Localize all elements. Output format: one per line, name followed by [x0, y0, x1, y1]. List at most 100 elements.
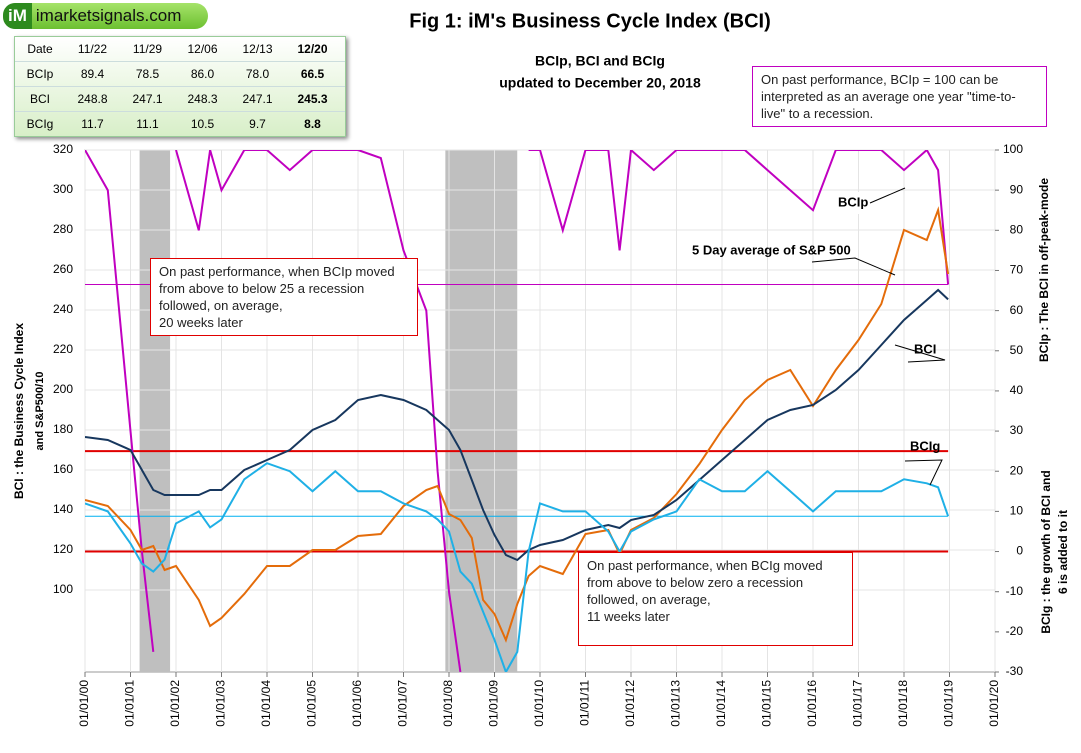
note: On past performance, when BCIp moved from…: [150, 258, 418, 336]
table-cell: 245.3: [297, 92, 328, 106]
table-cell: 11.7: [81, 117, 104, 131]
logo-text: imarketsignals.com: [35, 6, 182, 25]
summary-table: Date 11/22 11/29 12/06 12/13 12/20 BCIp 89.4 78.…: [14, 36, 346, 137]
table-cell: 247.1: [132, 92, 163, 106]
y-tick-label: 300: [53, 182, 73, 196]
x-tick-label: 01/01/04: [259, 680, 273, 727]
x-tick-label: 01/01/15: [760, 680, 774, 727]
series-line: [175, 150, 462, 672]
y2-axis-label: BCIp : The BCI in off-peak-mode: [1037, 178, 1051, 362]
subtitle: updated to December 20, 2018: [499, 75, 701, 91]
background-layer: [84, 149, 996, 672]
table-cell: 8.8: [304, 117, 321, 131]
series-line: [85, 206, 950, 643]
table-cell: 78.5: [135, 67, 160, 81]
y-tick-label: 160: [53, 462, 73, 476]
x-tick-label: 01/01/05: [305, 680, 319, 727]
x-tick-label: 01/01/16: [805, 680, 819, 727]
y2-tick-label: 30: [1010, 423, 1024, 437]
pointer: [869, 187, 906, 204]
y-tick-label: 220: [53, 342, 73, 356]
note-line: 11 weeks later: [587, 609, 670, 624]
table-cell: 11.1: [136, 117, 159, 131]
y2-tick-label: 50: [1010, 343, 1024, 357]
y2-tick-label: 40: [1010, 383, 1024, 397]
x-tick-label: 01/01/06: [350, 680, 364, 727]
series-line: [528, 150, 950, 285]
y-tick-label: 140: [53, 502, 73, 516]
note-line: from above to below 25 a recession: [159, 281, 365, 296]
note-line: from above to below zero a recession: [587, 575, 804, 590]
table-cell: 248.3: [187, 92, 218, 106]
table-row: BCI 248.8 247.1 248.3 247.1 245.3: [15, 87, 345, 112]
note-line: interpreted as an average one year "time…: [761, 89, 1016, 104]
series-label: BCIg: [910, 438, 940, 453]
note-line: 20 weeks later: [159, 315, 243, 330]
table-cell: Date: [27, 42, 53, 56]
y-tick-label: 260: [53, 262, 73, 276]
note-line: On past performance, when BCIg moved: [587, 558, 823, 573]
y-tick-label: 180: [53, 422, 73, 436]
logo-mark: iM: [3, 3, 32, 29]
y2-tick-label: 60: [1010, 303, 1024, 317]
table-cell: BCI: [29, 92, 50, 106]
note-line: On past performance, BCIp = 100 can be: [761, 72, 999, 87]
y2-tick-label: -30: [1006, 664, 1024, 678]
note-line: On past performance, when BCIp moved: [159, 264, 395, 279]
series-label: 5 Day average of S&P 500: [692, 242, 851, 257]
x-tick-label: 01/01/10: [532, 680, 546, 727]
y2-tick-label: 20: [1010, 463, 1024, 477]
y-tick-label: 120: [53, 542, 73, 556]
y2-tick-label: 10: [1010, 504, 1024, 518]
y-tick-label: 100: [53, 582, 73, 596]
y2-tick-label: 80: [1010, 222, 1024, 236]
table-cell: 11/22: [77, 42, 108, 56]
series-line: [85, 288, 949, 562]
note: On past performance, BCIp = 100 can be in…: [752, 66, 1047, 127]
y-axis-label: BCI : the Business Cycle Index: [12, 323, 26, 499]
table-cell: 12/13: [242, 42, 273, 56]
x-tick-label: 01/01/12: [623, 680, 637, 727]
y2-axis-label: BCIg : the growth of BCI and: [1039, 470, 1053, 633]
x-tick-label: 01/01/00: [77, 680, 91, 727]
logo: iM imarketsignals.com: [3, 3, 208, 29]
y2-tick-label: -20: [1006, 624, 1024, 638]
x-tick-label: 01/01/01: [123, 680, 137, 727]
table-cell: BCIg: [26, 117, 54, 131]
table-row: Date 11/22 11/29 12/06 12/13 12/20: [15, 37, 345, 62]
x-tick-label: 01/01/03: [214, 680, 228, 727]
series-layer: [85, 150, 950, 672]
y2-tick-label: 90: [1010, 182, 1024, 196]
y2-axis-label: 6 is added to it: [1056, 510, 1070, 594]
table-cell: 12/20: [297, 42, 328, 56]
table-cell: 78.0: [245, 67, 270, 81]
y-tick-label: 320: [53, 142, 73, 156]
table-cell: 248.8: [77, 92, 108, 106]
table-row: BCIp 89.4 78.5 86.0 78.0 66.5: [15, 62, 345, 87]
series-label: BCIp: [838, 194, 868, 209]
y-axis-label: and S&P500/10: [34, 372, 46, 451]
x-tick-label: 01/01/09: [487, 680, 501, 727]
pointer: [894, 344, 946, 363]
note-line: live" to a recession.: [761, 106, 874, 121]
subtitle: BCIp, BCI and BCIg: [535, 53, 665, 69]
x-tick-label: 01/01/19: [942, 680, 956, 727]
y2-tick-label: 70: [1010, 263, 1024, 277]
table-cell: 10.5: [190, 117, 215, 131]
y-tick-label: 240: [53, 302, 73, 316]
label-box: [830, 192, 882, 214]
x-tick-label: 01/01/14: [714, 680, 728, 727]
note: On past performance, when BCIg moved from…: [578, 552, 853, 646]
x-tick-label: 01/01/08: [441, 680, 455, 727]
table-cell: 66.5: [300, 67, 325, 81]
table-cell: 12/06: [187, 42, 218, 56]
table-cell: 9.7: [249, 117, 266, 131]
pointer: [811, 257, 896, 276]
x-tick-label: 01/01/02: [168, 680, 182, 727]
recession-band: [139, 150, 171, 672]
chart-title: Fig 1: iM's Business Cycle Index (BCI): [409, 10, 771, 32]
x-tick-label: 01/01/07: [396, 680, 410, 727]
table-cell: 247.1: [242, 92, 273, 106]
